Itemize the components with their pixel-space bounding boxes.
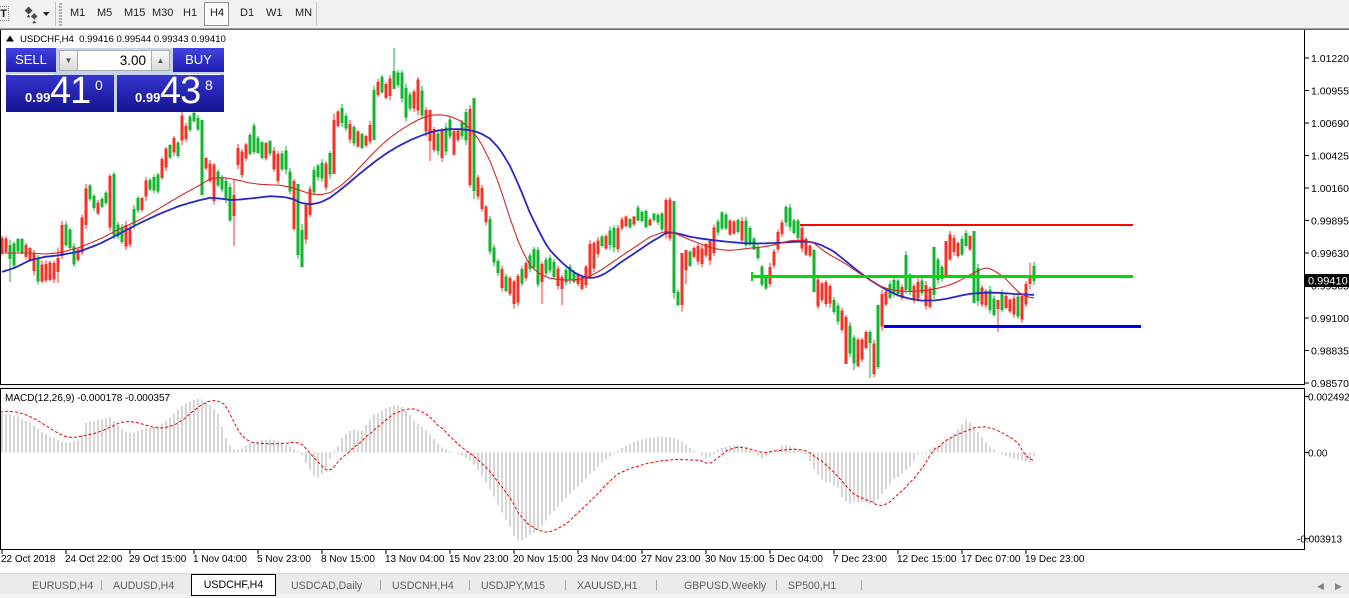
svg-text:0.98570: 0.98570 [1311,378,1349,390]
svg-text:-0.003913: -0.003913 [1297,535,1342,546]
svg-text:23 Nov 04:00: 23 Nov 04:00 [577,554,637,565]
svg-text:15 Nov 23:00: 15 Nov 23:00 [449,554,509,565]
svg-text:1 Nov 04:00: 1 Nov 04:00 [193,554,247,565]
svg-text:0.99630: 0.99630 [1311,248,1349,260]
svg-text:5 Nov 23:00: 5 Nov 23:00 [257,554,311,565]
svg-text:0.99895: 0.99895 [1311,216,1349,228]
svg-text:7 Dec 23:00: 7 Dec 23:00 [833,554,887,565]
svg-text:1.01220: 1.01220 [1311,53,1349,65]
svg-text:22 Oct 2018: 22 Oct 2018 [1,554,56,565]
svg-text:1.00160: 1.00160 [1311,183,1349,195]
svg-text:20 Nov 15:00: 20 Nov 15:00 [513,554,573,565]
svg-text:0.002492: 0.002492 [1308,392,1349,403]
svg-text:13 Nov 04:00: 13 Nov 04:00 [385,554,445,565]
svg-text:19 Dec 23:00: 19 Dec 23:00 [1025,554,1085,565]
svg-text:12 Dec 15:00: 12 Dec 15:00 [897,554,957,565]
svg-text:0.99410: 0.99410 [1308,276,1348,288]
svg-text:USDCHF,H4 0.99416 0.99544 0.9: USDCHF,H4 0.99416 0.99544 0.99343 0.9941… [20,34,226,45]
svg-text:17 Dec 07:00: 17 Dec 07:00 [961,554,1021,565]
svg-text:1.00425: 1.00425 [1311,151,1349,163]
svg-text:29 Oct 15:00: 29 Oct 15:00 [129,554,187,565]
svg-text:0.98835: 0.98835 [1311,346,1349,358]
svg-text:1.00690: 1.00690 [1311,118,1349,130]
svg-text:0.99100: 0.99100 [1311,313,1349,325]
svg-text:1.00955: 1.00955 [1311,86,1349,98]
svg-text:0.00: 0.00 [1308,448,1328,459]
svg-text:5 Dec 04:00: 5 Dec 04:00 [769,554,823,565]
svg-text:24 Oct 22:00: 24 Oct 22:00 [65,554,123,565]
svg-text:MACD(12,26,9) -0.000178 -0.000: MACD(12,26,9) -0.000178 -0.000357 [5,393,171,404]
svg-text:8 Nov 15:00: 8 Nov 15:00 [321,554,375,565]
svg-text:30 Nov 15:00: 30 Nov 15:00 [705,554,765,565]
svg-text:27 Nov 23:00: 27 Nov 23:00 [641,554,701,565]
